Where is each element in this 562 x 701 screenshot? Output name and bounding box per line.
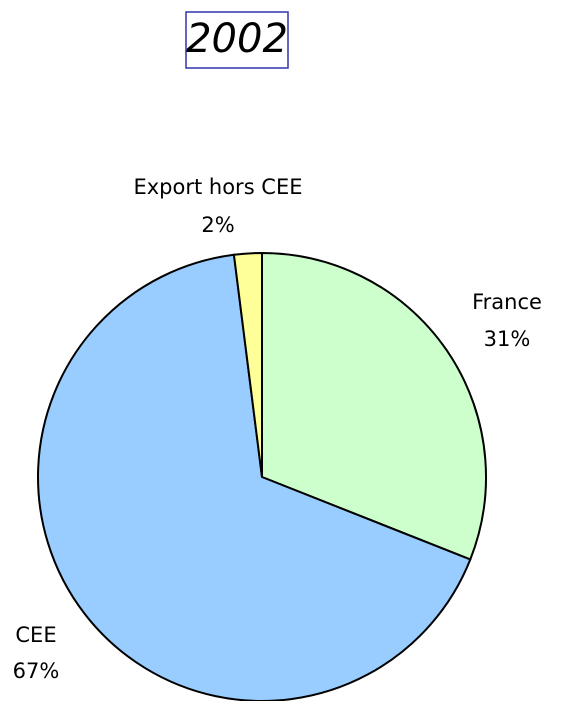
slice-label: CEE [15, 623, 56, 647]
slice-label: France [472, 290, 542, 314]
pie-slice [37, 253, 472, 701]
slice-label: Export hors CEE [133, 175, 302, 199]
slice-value-label: 67% [13, 659, 60, 683]
pie-slice [232, 251, 263, 478]
slice-value-label: 31% [484, 327, 531, 351]
chart-title: 2002 [186, 16, 288, 62]
pie-slice [261, 251, 487, 561]
slice-value-label: 2% [201, 213, 234, 237]
title-box [185, 11, 289, 69]
